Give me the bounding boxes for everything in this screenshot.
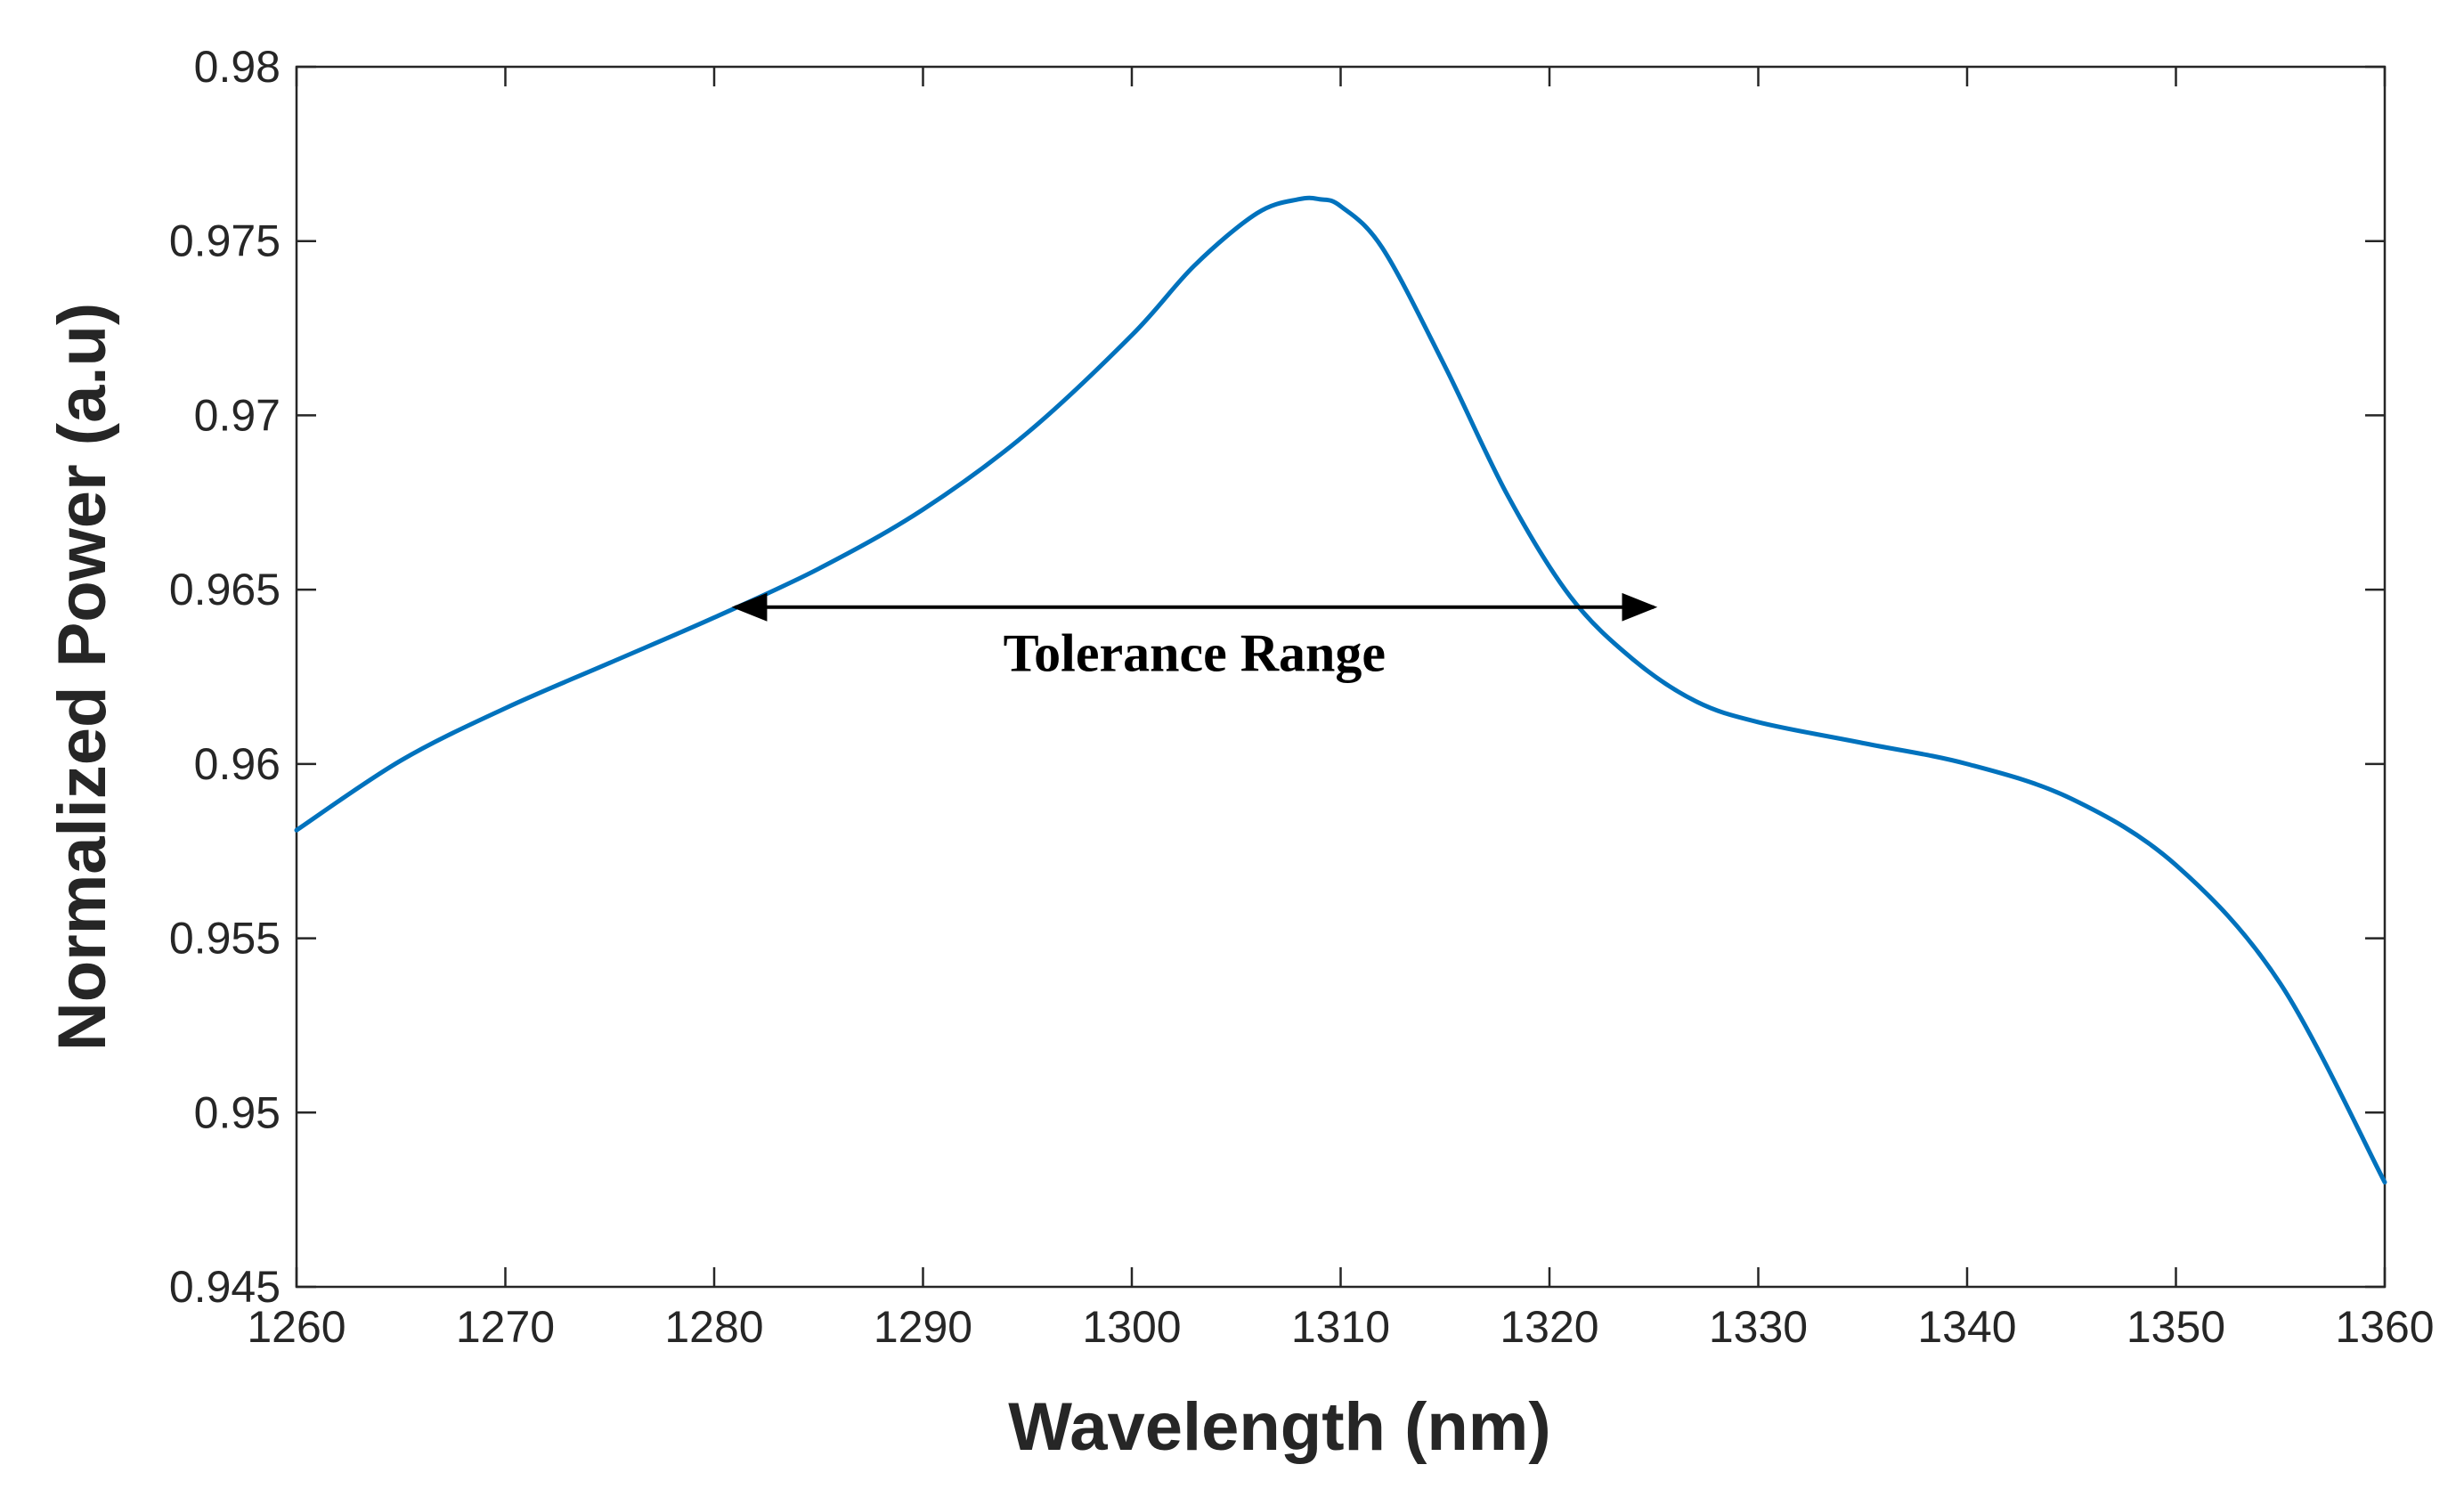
- y-tick-label: 0.95: [194, 1087, 281, 1137]
- x-tick-label: 1320: [1500, 1302, 1598, 1352]
- tolerance-range-label: Tolerance Range: [1004, 624, 1386, 683]
- plot-background: [297, 67, 2385, 1287]
- y-axis-title: Normalized Power (a.u): [45, 303, 120, 1051]
- y-tick-label: 0.975: [169, 216, 281, 266]
- x-tick-label: 1360: [2335, 1302, 2434, 1352]
- y-tick-label: 0.96: [194, 739, 281, 789]
- x-tick-label: 1350: [2127, 1302, 2225, 1352]
- x-tick-label: 1310: [1291, 1302, 1390, 1352]
- x-tick-labels: 1260 1270 1280 1290 1300 1310 1320 1330 1340 1350…: [247, 1302, 2434, 1352]
- x-tick-label: 1330: [1709, 1302, 1808, 1352]
- plot-frame: [295, 65, 2387, 1289]
- x-tick-label: 1270: [456, 1302, 555, 1352]
- y-tick-label: 0.98: [194, 42, 281, 92]
- y-tick-label: 0.955: [169, 914, 281, 964]
- y-tick-label: 0.97: [194, 390, 281, 440]
- x-tick-label: 1290: [874, 1302, 972, 1352]
- y-tick-labels: 0.945 0.95 0.955 0.96 0.965 0.97 0.975 0.98: [169, 42, 281, 1312]
- x-tick-label: 1300: [1082, 1302, 1181, 1352]
- y-tick-label: 0.965: [169, 565, 281, 614]
- x-axis-title: Wavelength (nm): [1008, 1389, 1550, 1465]
- x-tick-label: 1260: [247, 1302, 346, 1352]
- x-tick-label: 1340: [1917, 1302, 2016, 1352]
- series-line-normalized-power: [294, 195, 2387, 1185]
- y-tick-label: 0.945: [169, 1262, 281, 1312]
- x-tick-label: 1280: [664, 1302, 763, 1352]
